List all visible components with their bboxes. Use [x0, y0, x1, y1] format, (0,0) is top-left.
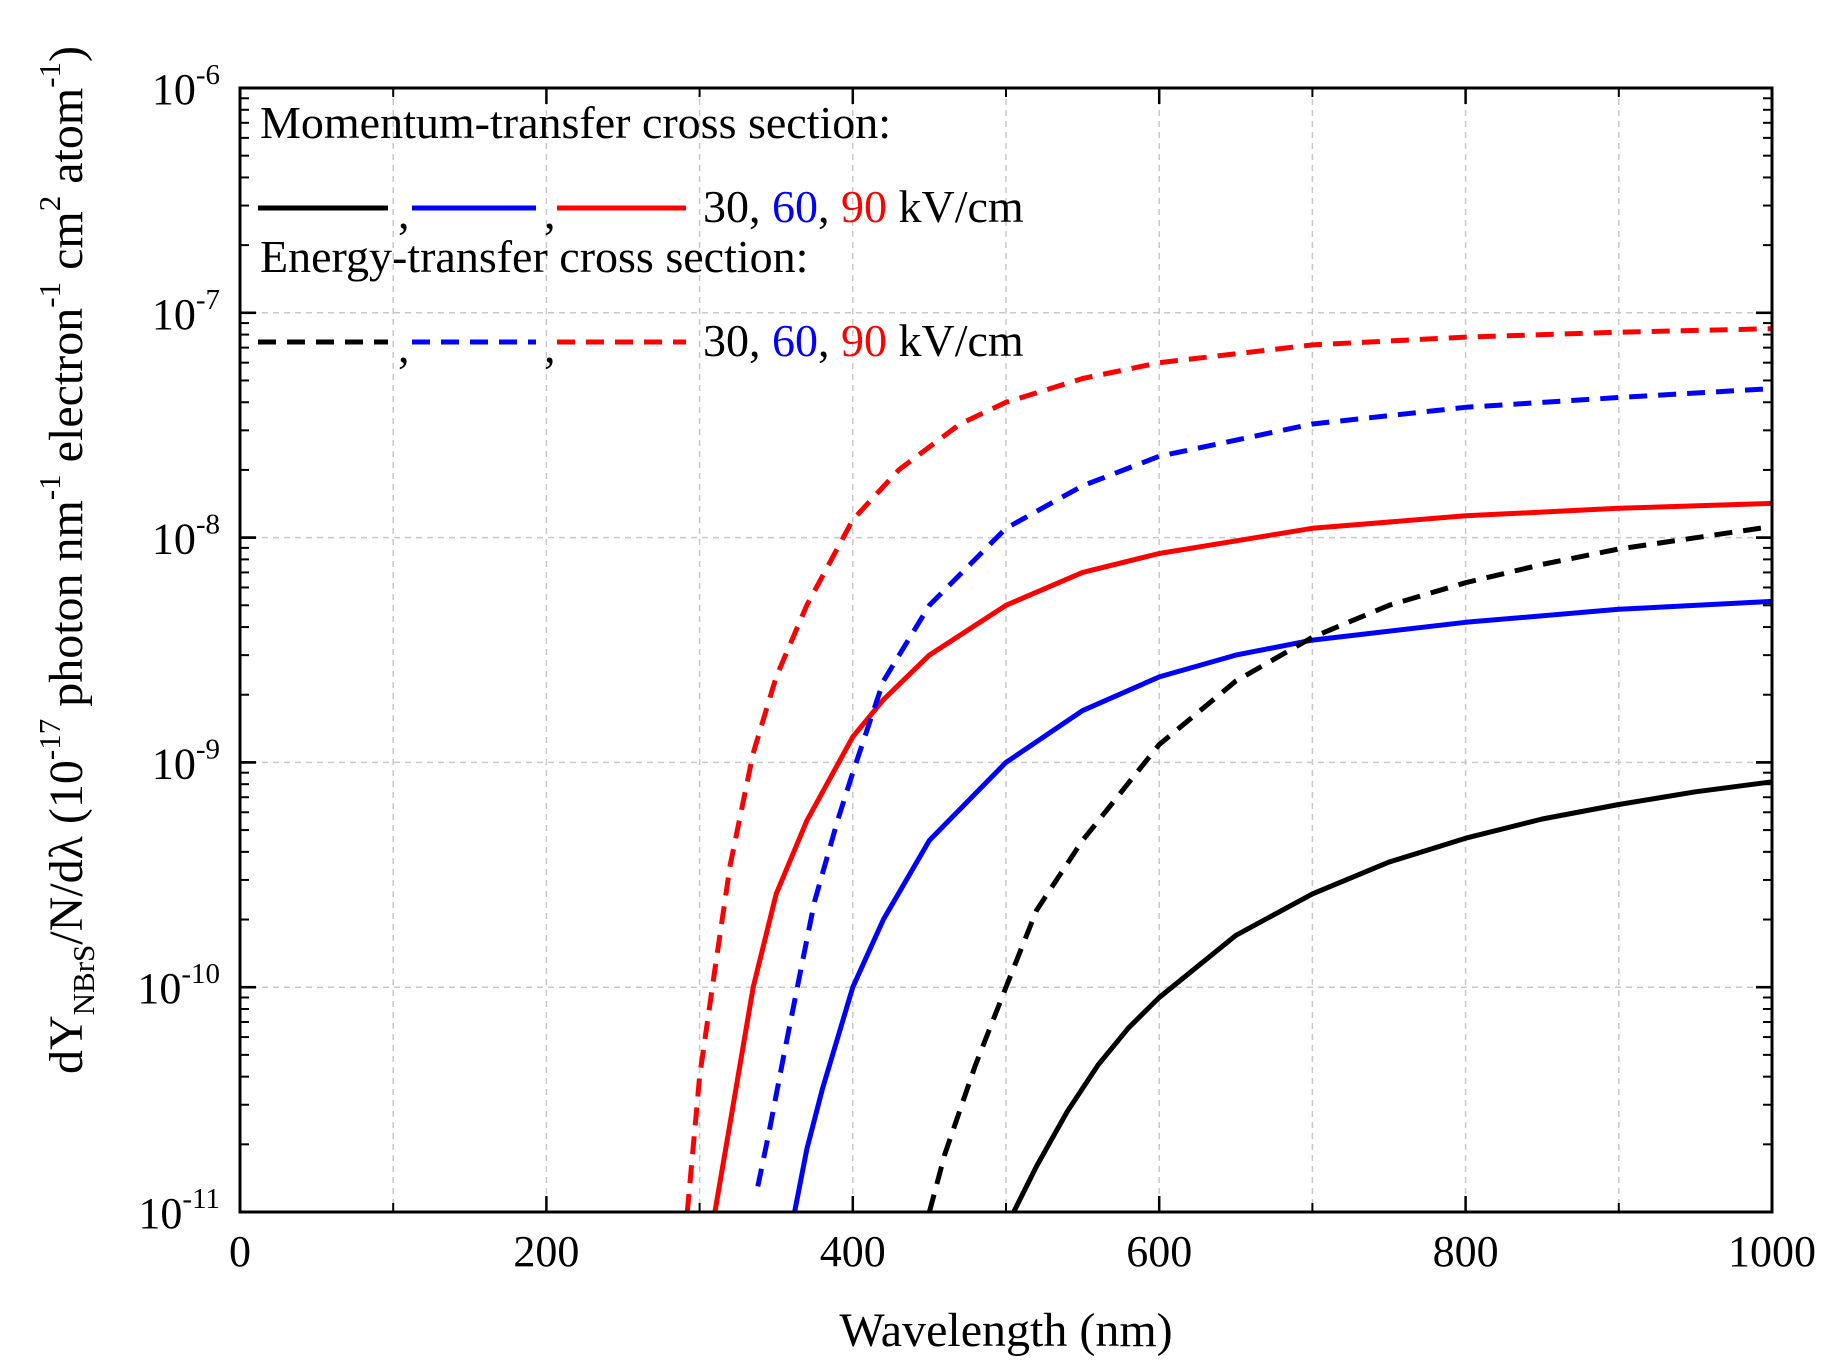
series-line — [755, 386, 1773, 1187]
legend-title: Momentum-transfer cross section: — [260, 97, 891, 148]
x-tick-label: 1000 — [1728, 1227, 1816, 1276]
series-line — [712, 500, 1773, 1213]
y-tick-label: 10-8 — [152, 509, 220, 564]
legend-values: 30, 60, 90 kV/cm — [703, 181, 1024, 232]
series-line — [926, 524, 1773, 1213]
series-line — [1011, 779, 1773, 1214]
series-line — [792, 598, 1773, 1213]
y-axis-label: dYNBrS/N/dλ (10-17 photon nm-1 electron-… — [32, 46, 101, 1074]
x-tick-label: 200 — [513, 1227, 579, 1276]
x-axis-label: Wavelength (nm) — [839, 1304, 1172, 1357]
x-tick-label: 600 — [1126, 1227, 1192, 1276]
series-layer — [684, 326, 1773, 1214]
legend-separator: , — [398, 187, 410, 238]
legend-separator: , — [544, 321, 556, 372]
y-tick-label: 10-9 — [152, 733, 220, 788]
series-line — [684, 326, 1773, 1213]
legend-separator: , — [544, 187, 556, 238]
legend-title: Energy-transfer cross section: — [260, 231, 808, 282]
legend: Momentum-transfer cross section:,, 30, 60… — [258, 97, 1024, 372]
x-tick-label: 800 — [1433, 1227, 1499, 1276]
x-tick-label: 0 — [229, 1227, 251, 1276]
x-tick-label: 400 — [820, 1227, 886, 1276]
grid — [240, 88, 1772, 1212]
ticks — [238, 86, 1774, 1214]
legend-values: 30, 60, 90 kV/cm — [703, 315, 1024, 366]
legend-separator: , — [398, 321, 410, 372]
y-tick-label: 10-6 — [152, 59, 220, 114]
y-tick-label: 10-11 — [138, 1183, 220, 1238]
y-tick-label: 10-7 — [152, 284, 220, 339]
y-tick-label: 10-10 — [137, 958, 220, 1013]
tick-labels: 0 200 400 600 800 1000 10-6 10-7 10-8 10-9 10-10 10… — [137, 59, 1816, 1276]
